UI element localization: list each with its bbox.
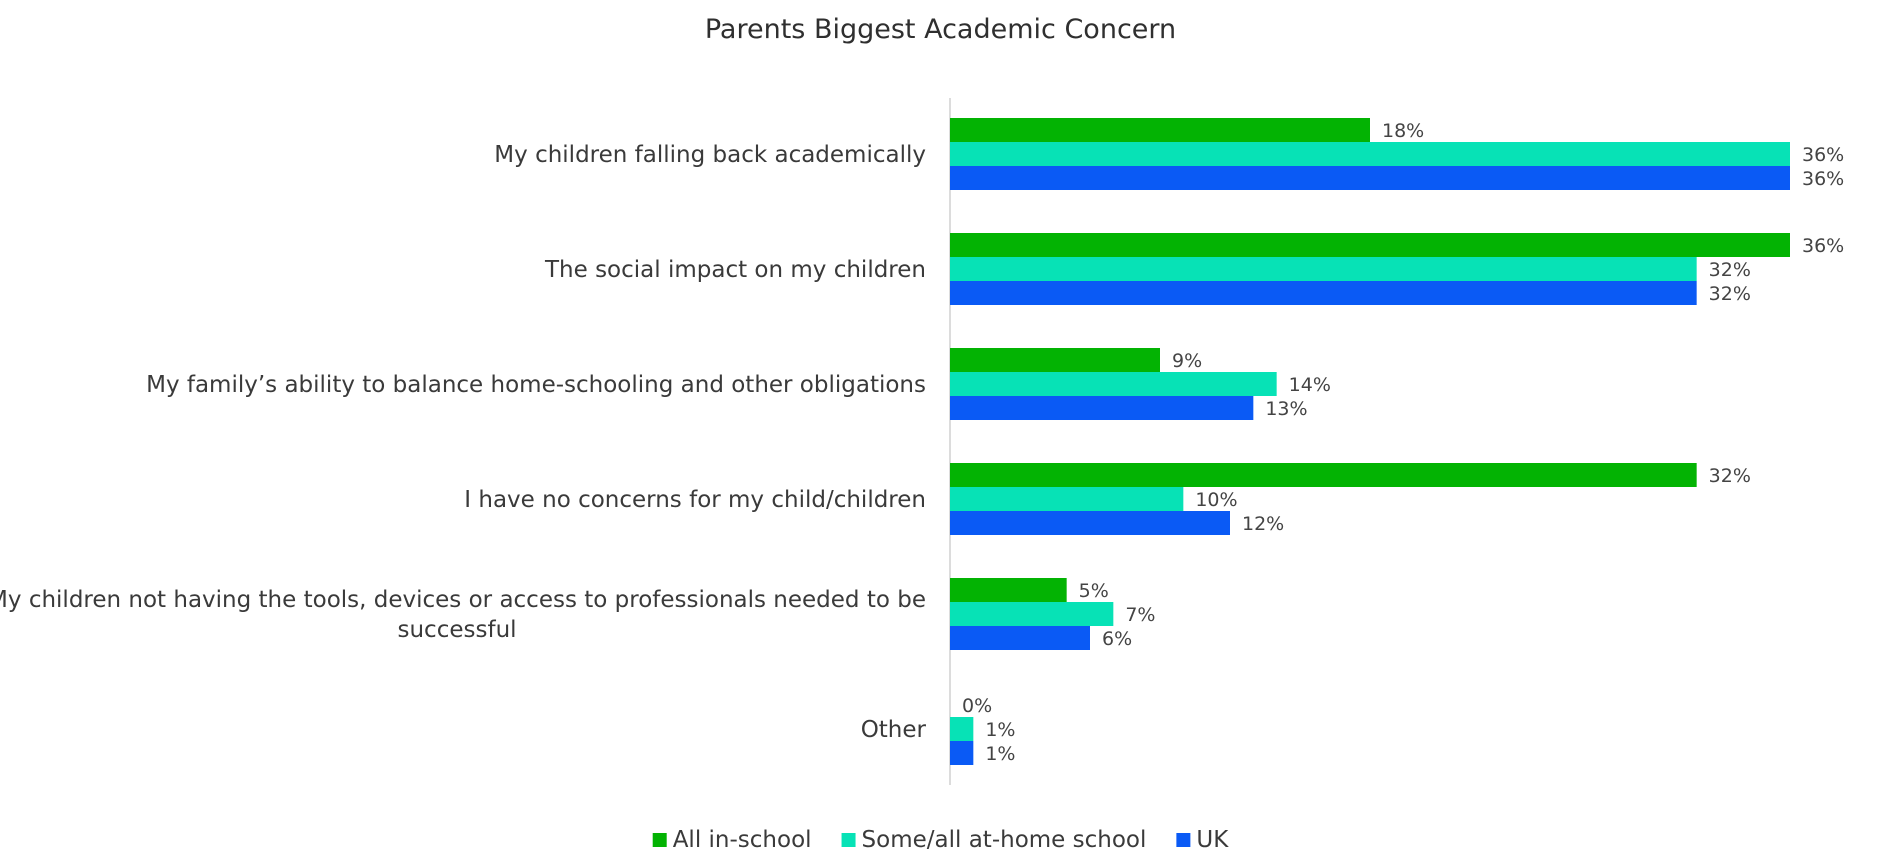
chart-title: Parents Biggest Academic Concern xyxy=(704,14,1177,45)
legend-label: UK xyxy=(1196,827,1229,853)
bar xyxy=(950,166,1790,190)
data-label: 5% xyxy=(1079,580,1109,602)
bar xyxy=(950,602,1114,626)
bar xyxy=(950,463,1697,487)
data-label: 32% xyxy=(1709,283,1751,305)
data-label: 12% xyxy=(1242,513,1284,535)
category-label: My children falling back academically xyxy=(494,142,926,168)
bar xyxy=(950,511,1230,535)
data-label: 14% xyxy=(1289,374,1331,396)
data-label: 36% xyxy=(1802,235,1844,257)
data-label: 0% xyxy=(962,695,992,717)
data-label: 9% xyxy=(1172,350,1202,372)
bar xyxy=(950,372,1277,396)
category-label: Other xyxy=(861,717,927,743)
bar xyxy=(950,717,974,741)
bar xyxy=(950,348,1160,372)
category-label: successful xyxy=(398,617,517,643)
category-label: The social impact on my children xyxy=(544,257,926,283)
bar xyxy=(950,396,1254,420)
bar xyxy=(950,626,1090,650)
bar xyxy=(950,118,1370,142)
data-label: 7% xyxy=(1125,604,1155,626)
legend-swatch xyxy=(841,833,856,847)
bar xyxy=(950,233,1790,257)
data-label: 6% xyxy=(1102,628,1132,650)
data-label: 10% xyxy=(1195,489,1237,511)
legend-label: Some/all at-home school xyxy=(862,827,1147,853)
data-label: 36% xyxy=(1802,144,1844,166)
data-label: 1% xyxy=(985,743,1015,765)
data-label: 32% xyxy=(1709,465,1751,487)
category-label: I have no concerns for my child/children xyxy=(464,487,926,513)
data-label: 1% xyxy=(985,719,1015,741)
bar xyxy=(950,257,1697,281)
category-label: My family’s ability to balance home-scho… xyxy=(146,372,926,398)
data-label: 36% xyxy=(1802,168,1844,190)
bar xyxy=(950,741,974,765)
legend-swatch xyxy=(652,833,667,847)
bar xyxy=(950,142,1790,166)
bar xyxy=(950,281,1697,305)
legend-label: All in-school xyxy=(673,827,812,853)
bar xyxy=(950,578,1067,602)
bar xyxy=(950,487,1184,511)
category-label: My children not having the tools, device… xyxy=(0,587,926,613)
legend-swatch xyxy=(1176,833,1191,847)
data-label: 18% xyxy=(1382,120,1424,142)
data-label: 32% xyxy=(1709,259,1751,281)
data-label: 13% xyxy=(1265,398,1307,420)
